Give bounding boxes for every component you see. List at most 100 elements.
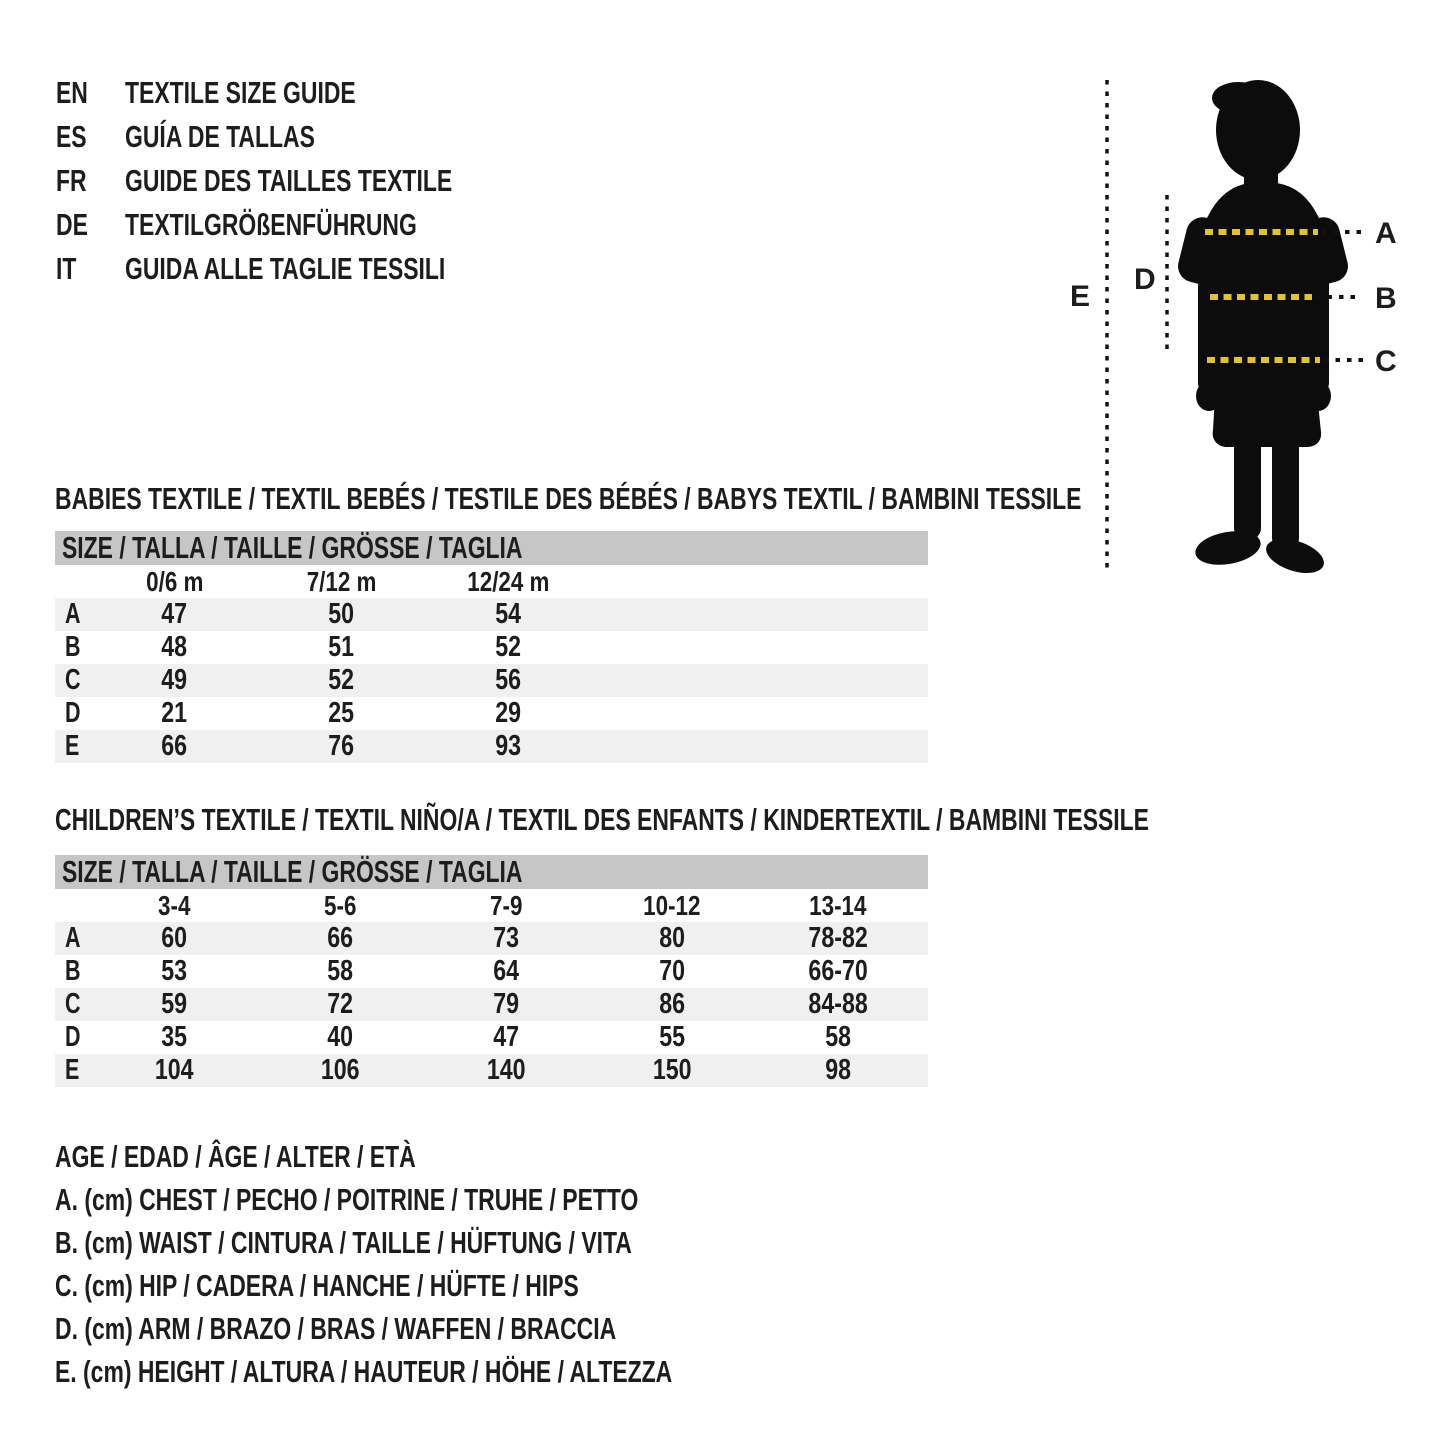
legend-height-text: E. (cm) HEIGHT / ALTURA / HAUTEUR / HÖHE… — [55, 1353, 673, 1389]
silhouette-shorts — [1212, 346, 1322, 447]
babies-row-b: B 48 51 52 — [55, 631, 928, 664]
figure-label-hip: C — [1375, 345, 1397, 378]
cell-value: 98 — [825, 1054, 851, 1086]
cell-value: 40 — [327, 1021, 353, 1053]
row-label: C — [65, 664, 81, 696]
children-size-header-text: SIZE / TALLA / TAILLE / GRÖSSE / TAGLIA — [62, 854, 523, 889]
babies-table: 0/6 m 7/12 m 12/24 m A 47 50 54 B 48 51 … — [55, 565, 928, 763]
cell-value: 52 — [328, 664, 355, 696]
cell-value: 79 — [493, 988, 519, 1020]
legend-waist: B. (cm) WAIST / CINTURA / TAILLE / HÜFTU… — [55, 1221, 889, 1264]
figure-label-height: E — [1070, 280, 1090, 313]
cell-value: 150 — [652, 1054, 692, 1086]
figure-label-waist: B — [1375, 282, 1397, 315]
child-silhouette — [1178, 80, 1348, 574]
cell-value: 73 — [493, 922, 519, 954]
language-title-block: EN TEXTILE SIZE GUIDE ES GUÍA DE TALLAS … — [56, 71, 567, 291]
children-col-3-4: 3-4 — [157, 889, 191, 921]
lang-code-it: IT — [56, 251, 77, 286]
lang-title-it: GUIDA ALLE TAGLIE TESSILI — [125, 251, 446, 286]
lang-code-es: ES — [56, 119, 87, 154]
lang-title-es: GUÍA DE TALLAS — [125, 119, 315, 154]
cell-value: 84-88 — [808, 988, 868, 1020]
cell-value: 70 — [659, 955, 685, 987]
babies-title-text: BABIES TEXTILE / TEXTIL BEBÉS / TESTILE … — [55, 481, 1082, 516]
children-title-text: CHILDREN’S TEXTILE / TEXTIL NIÑO/A / TEX… — [55, 802, 1149, 837]
cell-value: 54 — [495, 598, 522, 630]
measurement-figure: A B C D E — [1070, 80, 1397, 574]
cell-value: 72 — [327, 988, 353, 1020]
silhouette-right-shoe — [1266, 538, 1324, 574]
cell-value: 58 — [327, 955, 353, 987]
figure-label-arm: D — [1134, 263, 1156, 296]
cell-value: 35 — [161, 1021, 187, 1053]
lang-row-fr: FR GUIDE DES TAILLES TEXTILE — [56, 159, 567, 203]
cell-value: 55 — [659, 1021, 685, 1053]
legend-waist-text: B. (cm) WAIST / CINTURA / TAILLE / HÜFTU… — [55, 1224, 632, 1260]
children-row-c: C 59 72 79 86 84-88 — [55, 988, 928, 1021]
babies-column-header-row: 0/6 m 7/12 m 12/24 m — [55, 565, 928, 598]
cell-value: 78-82 — [808, 922, 868, 954]
cell-value: 64 — [493, 955, 519, 987]
lang-row-it: IT GUIDA ALLE TAGLIE TESSILI — [56, 247, 567, 291]
row-label: E — [65, 1054, 80, 1086]
children-section-title: CHILDREN’S TEXTILE / TEXTIL NIÑO/A / TEX… — [55, 802, 1445, 838]
row-label: D — [65, 1021, 81, 1053]
babies-size-header-bar: SIZE / TALLA / TAILLE / GRÖSSE / TAGLIA — [55, 530, 928, 565]
cell-value: 58 — [825, 1021, 851, 1053]
children-table: 3-4 5-6 7-9 10-12 13-14 A 60 66 73 80 78… — [55, 889, 928, 1087]
children-col-5-6: 5-6 — [323, 889, 357, 921]
children-col-7-9: 7-9 — [489, 889, 523, 921]
cell-value: 66 — [327, 922, 353, 954]
cell-value: 76 — [328, 730, 355, 762]
cell-value: 106 — [320, 1054, 360, 1086]
lang-code-de: DE — [56, 207, 88, 242]
row-label: B — [65, 955, 81, 987]
row-label: B — [65, 631, 81, 663]
cell-value: 47 — [493, 1021, 519, 1053]
cell-value: 25 — [328, 697, 355, 729]
cell-value: 60 — [161, 922, 187, 954]
babies-col-12-24m: 12/24 m — [467, 565, 550, 597]
row-label: A — [65, 922, 81, 954]
cell-value: 52 — [495, 631, 522, 663]
silhouette-left-leg — [1234, 436, 1261, 540]
babies-section-title: BABIES TEXTILE / TEXTIL BEBÉS / TESTILE … — [55, 481, 1442, 517]
children-column-header-row: 3-4 5-6 7-9 10-12 13-14 — [55, 889, 928, 922]
children-col-10-12: 10-12 — [643, 889, 701, 921]
cell-value: 66-70 — [808, 955, 868, 987]
cell-value: 48 — [161, 631, 188, 663]
cell-value: 29 — [495, 697, 522, 729]
legend-age: AGE / EDAD / ÂGE / ALTER / ETÀ — [55, 1135, 889, 1178]
children-row-b: B 53 58 64 70 66-70 — [55, 955, 928, 988]
babies-row-a: A 47 50 54 — [55, 598, 928, 631]
babies-col-0-6m: 0/6 m — [145, 565, 204, 597]
lang-title-en: TEXTILE SIZE GUIDE — [125, 75, 356, 110]
cell-value: 80 — [659, 922, 685, 954]
measurement-legend: AGE / EDAD / ÂGE / ALTER / ETÀ A. (cm) C… — [55, 1135, 889, 1393]
legend-hip-text: C. (cm) HIP / CADERA / HANCHE / HÜFTE / … — [55, 1267, 579, 1303]
legend-arm: D. (cm) ARM / BRAZO / BRAS / WAFFEN / BR… — [55, 1307, 889, 1350]
children-col-13-14: 13-14 — [809, 889, 867, 921]
cell-value: 56 — [495, 664, 522, 696]
silhouette-hair — [1212, 82, 1264, 114]
row-label: D — [65, 697, 81, 729]
lang-row-de: DE TEXTILGRÖßENFÜHRUNG — [56, 203, 567, 247]
figure-label-chest: A — [1375, 217, 1397, 250]
cell-value: 53 — [161, 955, 187, 987]
legend-arm-text: D. (cm) ARM / BRAZO / BRAS / WAFFEN / BR… — [55, 1310, 617, 1346]
row-label: A — [65, 598, 81, 630]
legend-chest: A. (cm) CHEST / PECHO / POITRINE / TRUHE… — [55, 1178, 889, 1221]
babies-row-d: D 21 25 29 — [55, 697, 928, 730]
babies-col-7-12m: 7/12 m — [306, 565, 377, 597]
cell-value: 21 — [161, 697, 188, 729]
children-row-d: D 35 40 47 55 58 — [55, 1021, 928, 1054]
silhouette-left-shoe — [1195, 531, 1261, 565]
silhouette-right-sleeve — [1298, 217, 1348, 285]
lang-title-fr: GUIDE DES TAILLES TEXTILE — [125, 163, 453, 198]
cell-value: 86 — [659, 988, 685, 1020]
silhouette-right-leg — [1272, 436, 1299, 550]
silhouette-left-sleeve — [1178, 217, 1228, 285]
cell-value: 49 — [161, 664, 188, 696]
